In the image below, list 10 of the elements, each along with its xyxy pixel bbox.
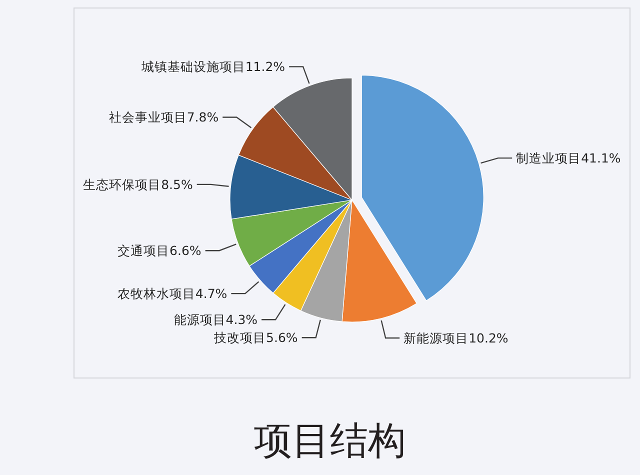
slice-label: 制造业项目41.1%	[516, 150, 621, 166]
slice-label: 技改项目5.6%	[213, 330, 298, 346]
slice-label: 新能源项目10.2%	[404, 330, 508, 346]
slice-label: 生态环保项目8.5%	[83, 176, 193, 192]
slice-label: 社会事业项目7.8%	[108, 110, 219, 125]
slice-label: 交通项目6.6%	[118, 242, 202, 258]
slice-label: 能源项目4.3%	[174, 312, 258, 328]
slice-label: 农牧林水项目4.7%	[117, 286, 228, 301]
text: 项目结构	[254, 418, 406, 462]
slice-label: 城镇基础设施项目11.2%	[140, 59, 286, 74]
